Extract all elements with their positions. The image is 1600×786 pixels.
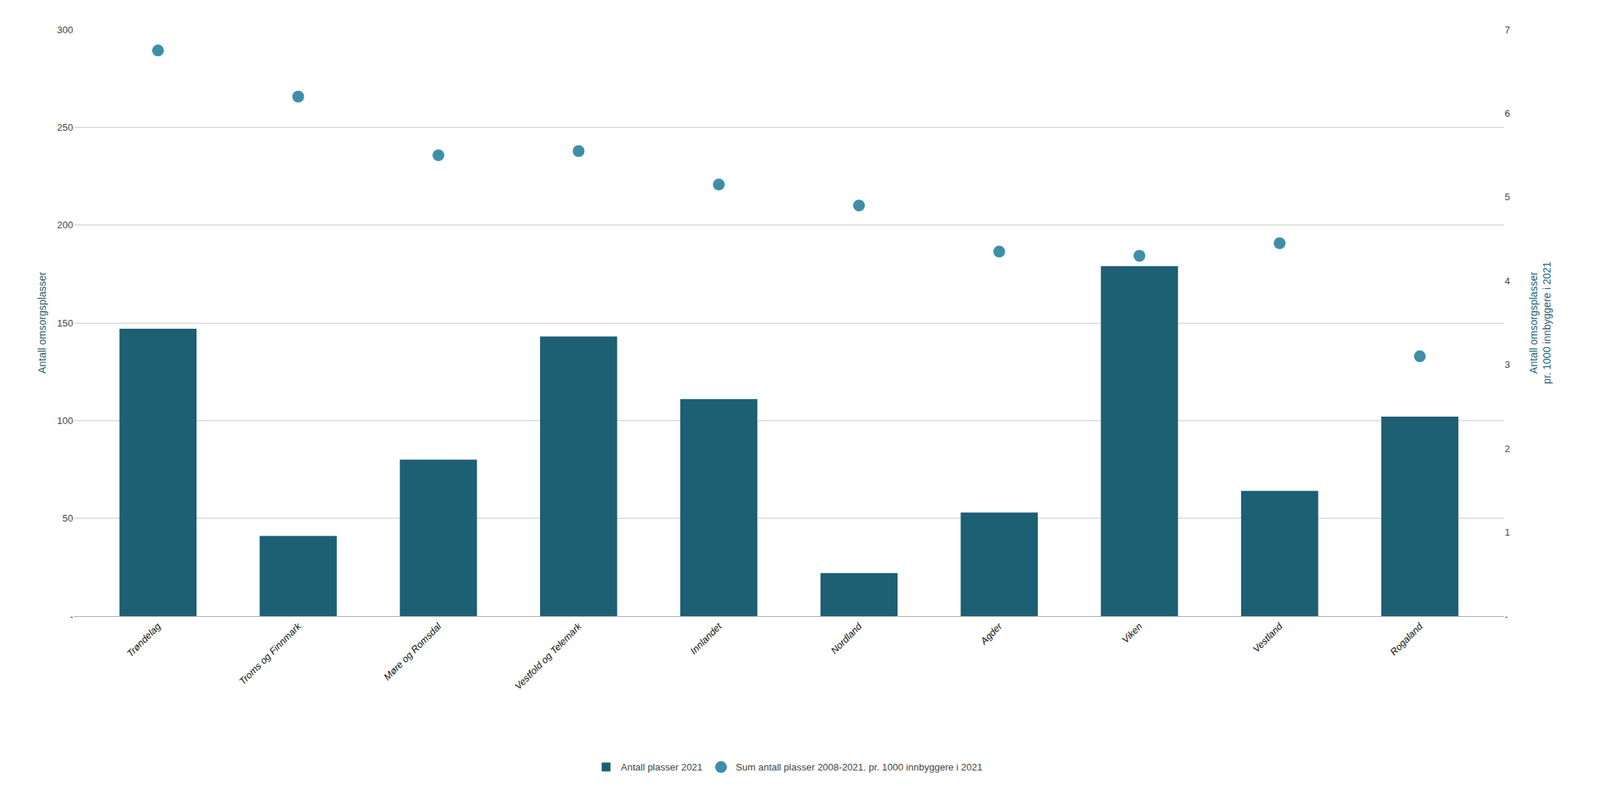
svg-text:Antall omsorgsplasserpr. 1000: Antall omsorgsplasserpr. 1000 innbyggere… xyxy=(1527,261,1553,385)
svg-text:Agder: Agder xyxy=(978,620,1005,648)
svg-text:Nordland: Nordland xyxy=(828,620,865,656)
svg-text:Antall omsorgsplasser: Antall omsorgsplasser xyxy=(36,271,49,374)
svg-text:Vestland: Vestland xyxy=(1250,620,1286,656)
svg-text:Sum antall plasser 2008-2021.: Sum antall plasser 2008-2021. pr. 1000 i… xyxy=(735,761,983,773)
svg-text:Antall plasser 2021: Antall plasser 2021 xyxy=(621,761,704,773)
svg-text:5: 5 xyxy=(1504,191,1510,203)
svg-text:50: 50 xyxy=(62,512,74,524)
svg-text:1: 1 xyxy=(1504,526,1510,538)
svg-text:250: 250 xyxy=(56,121,74,133)
svg-text:Innlandet: Innlandet xyxy=(687,619,724,656)
svg-text:300: 300 xyxy=(56,24,74,36)
svg-text:Rogaland: Rogaland xyxy=(1387,620,1426,659)
svg-text:2: 2 xyxy=(1504,443,1510,455)
svg-text:3: 3 xyxy=(1504,359,1510,371)
svg-text:100: 100 xyxy=(56,415,74,427)
svg-text:Vestfold og Telemark: Vestfold og Telemark xyxy=(512,619,585,692)
svg-text:Møre og Romsdal: Møre og Romsdal xyxy=(381,619,444,682)
svg-text:200: 200 xyxy=(56,219,74,231)
svg-text:Viken: Viken xyxy=(1119,620,1145,645)
svg-text:Trøndelag: Trøndelag xyxy=(124,620,164,659)
svg-text:-: - xyxy=(70,610,74,622)
svg-text:7: 7 xyxy=(1504,24,1510,36)
svg-text:150: 150 xyxy=(56,317,74,329)
svg-text:6: 6 xyxy=(1504,107,1510,119)
svg-text:Troms og Finnmark: Troms og Finnmark xyxy=(237,619,305,687)
svg-text:-: - xyxy=(1504,610,1508,622)
svg-text:4: 4 xyxy=(1504,275,1510,287)
